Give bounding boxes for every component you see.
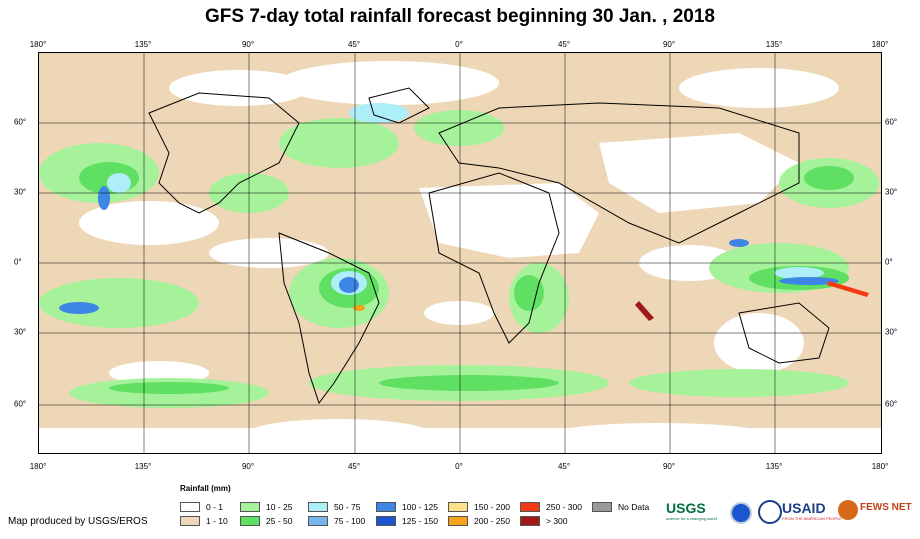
legend-swatch [308,516,328,526]
very-heavy-rain [59,186,839,314]
legend-label: 100 - 125 [402,502,438,512]
lon-label-top: 0° [455,40,463,49]
lat-label-right: 30° [885,187,898,197]
lat-label-left: 60° [14,399,27,409]
legend-swatch [520,502,540,512]
heavy-rain [107,103,824,295]
legend-label: 250 - 300 [546,502,582,512]
lon-label-bottom: 90° [241,462,255,471]
lat-label-right: 30° [885,327,898,337]
legend-swatch [240,502,260,512]
lon-label-bottom: 180° [871,462,889,471]
usaid-logo-text: USAID [782,500,826,516]
lon-label-top: 90° [662,40,676,49]
usaid-logo: USAID FROM THE AMERICAN PEOPLE [782,500,842,521]
legend-swatch [448,516,468,526]
lat-label-left: 30° [14,327,27,337]
lon-label-bottom: 90° [662,462,676,471]
continent-outlines [148,87,830,405]
legend-label: > 300 [546,516,568,526]
legend-label: 25 - 50 [266,516,293,526]
legend-swatch [180,516,200,526]
lon-label-top: 135° [765,40,783,49]
lon-label-bottom: 135° [765,462,783,471]
noaa-logo-icon [730,502,752,524]
lon-label-top: 180° [871,40,889,49]
legend-swatch [592,502,612,512]
lon-label-top: 135° [134,40,152,49]
usgs-logo: USGS science for a changing world [666,500,717,521]
lon-label-top: 45° [557,40,571,49]
rainfall-legend: Rainfall (mm) 0 - 1 1 - 10 10 - 25 25 - … [180,484,650,534]
legend-swatch [448,502,468,512]
legend-label: 1 - 10 [206,516,228,526]
lon-label-top: 180° [29,40,47,49]
usaid-tagline: FROM THE AMERICAN PEOPLE [782,516,842,521]
legend-label: 75 - 100 [334,516,366,526]
logos: USGS science for a changing world USAID … [666,498,916,526]
lon-label-bottom: 0° [455,462,463,471]
lon-label-top: 90° [241,40,255,49]
usgs-logo-text: USGS [666,500,706,516]
fewsnet-logo-text: FEWS NET [860,502,912,513]
legend-label: 10 - 25 [266,502,293,512]
lat-label-right: 60° [885,117,898,127]
legend-swatch [240,516,260,526]
lat-label-left: 60° [14,117,27,127]
legend-label: 0 - 1 [206,502,224,512]
legend-label: 150 - 200 [474,502,510,512]
dry-regions [39,61,881,453]
rainfall-map [38,52,882,454]
graticule [39,53,881,453]
legend-swatch [520,516,540,526]
legend-swatch [376,502,396,512]
legend-swatch [308,502,328,512]
rainfall-map-svg [39,53,881,453]
lon-label-bottom: 135° [134,462,152,471]
legend-label: 200 - 250 [474,516,510,526]
lat-label-right: 60° [885,399,898,409]
lon-label-top: 45° [347,40,361,49]
legend-label: 125 - 150 [402,516,438,526]
lat-label-left: 0° [14,257,22,267]
legend-label: No Data [618,502,650,512]
lon-label-bottom: 45° [347,462,361,471]
legend-title: Rainfall (mm) [180,484,231,493]
lat-label-right: 0° [885,257,893,267]
usgs-tagline: science for a changing world [666,516,717,521]
extreme-rain [353,281,869,321]
legend-swatch [376,516,396,526]
credit-text: Map produced by USGS/EROS [8,516,148,527]
legend-label: 50 - 75 [334,502,361,512]
lat-label-left: 30° [14,187,27,197]
usaid-seal-icon [758,500,782,524]
legend-swatch [180,502,200,512]
lon-label-bottom: 45° [557,462,571,471]
lon-label-bottom: 180° [29,462,47,471]
map-title: GFS 7-day total rainfall forecast beginn… [205,6,715,27]
fewsnet-globe-icon [838,500,858,520]
